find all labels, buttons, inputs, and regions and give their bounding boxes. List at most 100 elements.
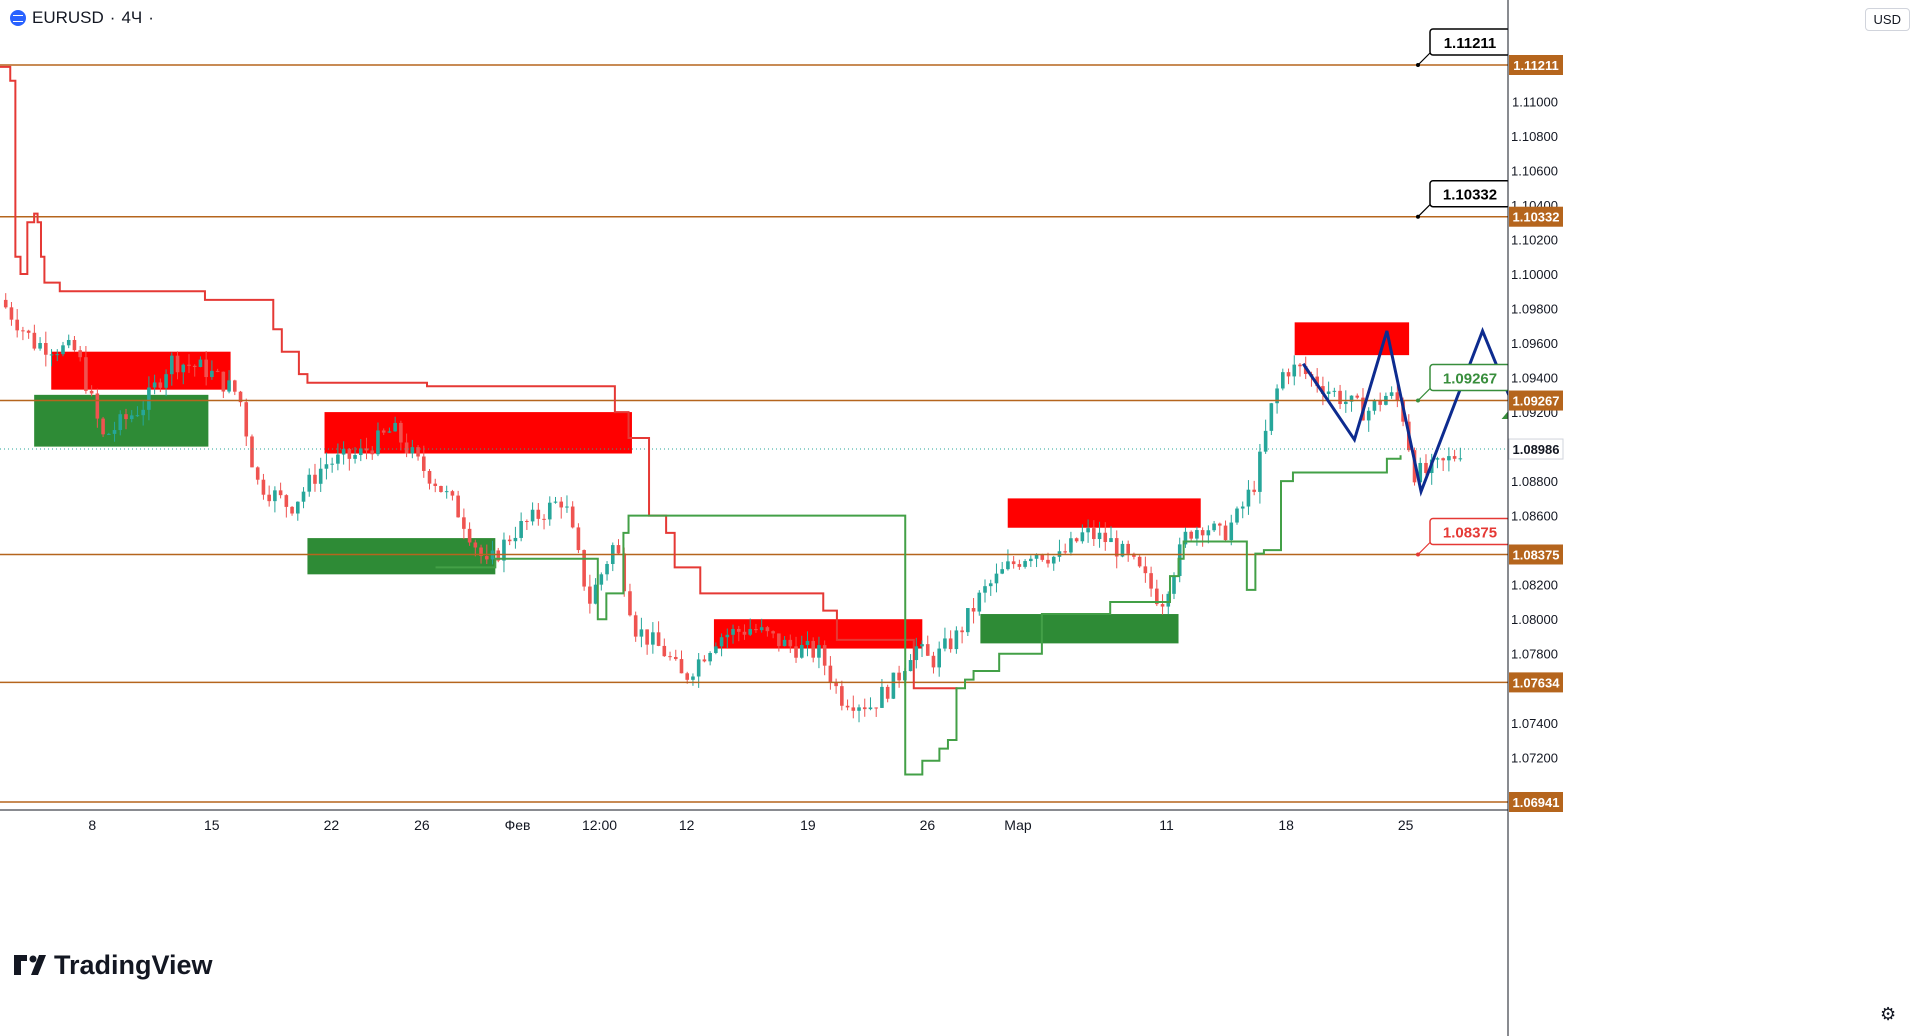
candle-body bbox=[250, 436, 254, 468]
candle-body bbox=[399, 422, 403, 443]
time-tick-label: 26 bbox=[414, 817, 430, 833]
candle-body bbox=[725, 634, 730, 638]
candle-body bbox=[1263, 430, 1268, 452]
candle-body bbox=[439, 485, 443, 492]
candle-body bbox=[714, 646, 718, 653]
candle-body bbox=[330, 463, 334, 465]
candle-body bbox=[1281, 372, 1285, 389]
candle-body bbox=[914, 646, 919, 661]
candle-body bbox=[937, 648, 941, 668]
candle-body bbox=[261, 479, 266, 495]
candle-body bbox=[318, 468, 323, 484]
candle-body bbox=[3, 299, 8, 308]
price-tick-label: 1.07400 bbox=[1511, 716, 1558, 731]
candle-body bbox=[381, 430, 386, 433]
candle-body bbox=[777, 633, 781, 647]
candle-body bbox=[799, 645, 804, 658]
candle-body bbox=[101, 418, 105, 435]
candle-body bbox=[1321, 386, 1325, 394]
level-price-label: 1.10332 bbox=[1513, 210, 1560, 225]
candle-body bbox=[301, 491, 306, 502]
tradingview-logo-icon bbox=[14, 954, 46, 975]
forecast-layer: 1.11211 1.10332 1.09267 1.08375 bbox=[1301, 28, 1604, 581]
levels-layer bbox=[0, 64, 1508, 803]
currency-selector[interactable]: USD bbox=[1864, 8, 1910, 31]
candle-body bbox=[353, 455, 357, 459]
candle-body bbox=[885, 686, 890, 699]
candle-body bbox=[536, 509, 541, 519]
level-price-label: 1.08375 bbox=[1513, 547, 1560, 562]
time-tick-label: 25 bbox=[1398, 817, 1414, 833]
candle-body bbox=[78, 350, 82, 358]
callout-anchor bbox=[1416, 63, 1420, 67]
candle-body bbox=[1366, 410, 1371, 421]
candle-body bbox=[731, 628, 735, 635]
candle-body bbox=[1458, 458, 1463, 460]
candle-body bbox=[651, 632, 655, 645]
price-tick-label: 1.09800 bbox=[1511, 302, 1558, 317]
candle-body bbox=[1132, 553, 1136, 557]
candle-body bbox=[1269, 403, 1274, 431]
candle-body bbox=[954, 630, 959, 650]
candle-body bbox=[364, 448, 369, 451]
symbol-title[interactable]: EURUSD · 4Ч · bbox=[10, 8, 154, 28]
candle-body bbox=[1372, 400, 1377, 411]
candle-body bbox=[1378, 400, 1382, 405]
candle-body bbox=[215, 370, 220, 372]
candle-body bbox=[129, 415, 134, 420]
gear-icon[interactable]: ⚙ bbox=[1880, 1004, 1897, 1024]
candle-body bbox=[1206, 530, 1211, 536]
candle-body bbox=[1223, 525, 1228, 541]
candle-body bbox=[1218, 523, 1222, 526]
candle-body bbox=[576, 527, 581, 551]
callout-label: 1.09267 bbox=[1443, 371, 1497, 388]
candle-body bbox=[410, 447, 415, 454]
candle-body bbox=[135, 415, 140, 417]
candle-body bbox=[897, 672, 901, 681]
time-tick-label: 15 bbox=[204, 817, 220, 833]
tradingview-logo: TradingView bbox=[14, 950, 213, 981]
candle-body bbox=[1418, 462, 1423, 483]
time-tick-label: 22 bbox=[324, 817, 340, 833]
candle-body bbox=[187, 364, 191, 366]
candle-body bbox=[868, 707, 873, 710]
candle-body bbox=[433, 483, 438, 486]
candle-body bbox=[817, 645, 821, 658]
candle-body bbox=[588, 586, 592, 604]
candle-body bbox=[1149, 573, 1153, 589]
candle-body bbox=[484, 556, 489, 560]
candle-body bbox=[931, 655, 936, 668]
candle-body bbox=[565, 506, 569, 508]
supply-zone bbox=[1007, 498, 1201, 528]
candle-body bbox=[1338, 390, 1342, 405]
price-tick-label: 1.07200 bbox=[1511, 750, 1558, 765]
candle-body bbox=[862, 707, 867, 710]
candle-body bbox=[227, 380, 231, 392]
level-price-tag bbox=[1509, 206, 1563, 227]
candle-body bbox=[645, 629, 649, 645]
candle-body bbox=[1189, 531, 1193, 539]
candle-body bbox=[1080, 532, 1085, 542]
demand-zone bbox=[307, 538, 496, 575]
candle-body bbox=[994, 573, 999, 584]
time-tick-label: 8 bbox=[88, 817, 96, 833]
candle-body bbox=[639, 629, 644, 637]
price-tick-label: 1.10000 bbox=[1511, 267, 1558, 282]
callout-anchor bbox=[1416, 214, 1420, 219]
current-price-tag bbox=[1508, 438, 1564, 460]
candle-body bbox=[702, 659, 707, 662]
candle-body bbox=[1252, 489, 1256, 492]
price-tick-label: 1.09600 bbox=[1511, 336, 1558, 351]
candle-body bbox=[473, 542, 478, 548]
candle-body bbox=[1126, 543, 1130, 554]
candle-body bbox=[232, 380, 237, 392]
candle-body bbox=[983, 586, 987, 593]
candle-body bbox=[72, 339, 77, 351]
candle-body bbox=[553, 501, 558, 503]
candle-body bbox=[1246, 489, 1251, 507]
price-tick-label: 1.08200 bbox=[1511, 578, 1558, 593]
candle-body bbox=[834, 682, 838, 687]
supply-zone bbox=[324, 412, 632, 454]
candle-body bbox=[851, 707, 856, 711]
